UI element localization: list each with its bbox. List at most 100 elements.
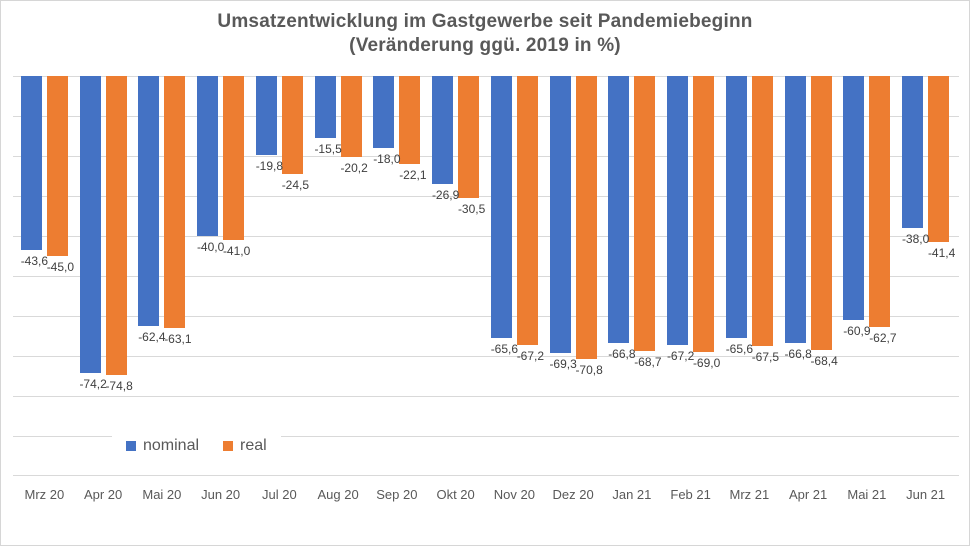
value-label-real-mrz-20: -45,0 xyxy=(46,260,75,274)
bar-real-sep-20 xyxy=(399,76,421,165)
bar-nominal-sep-20 xyxy=(373,76,395,148)
bar-real-jun-21 xyxy=(928,76,950,242)
bar-real-nov-20 xyxy=(516,76,538,345)
bar-nominal-mrz-20 xyxy=(20,76,42,251)
value-label-nominal-feb-21: -67,2 xyxy=(666,348,695,363)
value-label-real-apr-21: -68,4 xyxy=(810,353,838,368)
bar-nominal-jun-21 xyxy=(902,76,924,228)
value-label-real-aug-20: -20,2 xyxy=(340,160,368,175)
gridline xyxy=(13,475,959,476)
bar-nominal-mrz-21 xyxy=(725,76,747,339)
value-label-real-jun-20: -41,0 xyxy=(222,244,251,258)
legend-label-real: real xyxy=(240,437,267,454)
bar-nominal-jan-21 xyxy=(608,76,630,344)
bar-nominal-dez-20 xyxy=(549,76,571,354)
bar-nominal-apr-20 xyxy=(79,76,101,373)
bar-nominal-mai-20 xyxy=(138,76,160,326)
bar-real-mai-21 xyxy=(869,76,891,327)
bar-nominal-okt-20 xyxy=(432,76,454,184)
legend-item-real: real xyxy=(223,438,267,454)
bar-real-mrz-20 xyxy=(46,76,68,256)
value-label-nominal-dez-20: -69,3 xyxy=(549,357,577,372)
gridline xyxy=(13,316,959,317)
value-label-real-apr-20: -74,8 xyxy=(105,379,133,394)
bar-nominal-feb-21 xyxy=(667,76,689,345)
value-label-nominal-sep-20: -18,0 xyxy=(373,152,401,166)
chart-title: Umsatzentwicklung im Gastgewerbe seit Pa… xyxy=(1,10,969,58)
legend: nominal real xyxy=(112,434,281,458)
value-label-real-jul-20: -24,5 xyxy=(281,178,310,192)
gridline xyxy=(13,236,959,237)
bar-real-dez-20 xyxy=(575,76,597,360)
x-axis-label: Nov 20 xyxy=(493,487,535,502)
x-axis-label: Apr 20 xyxy=(83,487,123,502)
x-axis-label: Jan 21 xyxy=(612,487,652,502)
value-label-real-mai-20: -63,1 xyxy=(164,332,192,347)
x-axis-label: Okt 20 xyxy=(436,487,475,502)
gridline xyxy=(13,116,959,117)
gridline xyxy=(13,76,959,77)
value-label-real-mai-21: -62,7 xyxy=(869,330,897,345)
value-label-nominal-mrz-21: -65,6 xyxy=(725,342,754,357)
value-label-nominal-mai-20: -62,4 xyxy=(138,329,166,344)
x-axis-label: Sep 20 xyxy=(376,487,418,502)
value-label-real-sep-20: -22,1 xyxy=(399,168,427,183)
plot-area: -43,6 -74,2 -62,4 -40,0 -19,8 -15,5 -18,0 -26,9… xyxy=(13,76,959,476)
bar-nominal-nov-20 xyxy=(490,76,512,339)
gridline xyxy=(13,156,959,157)
value-label-real-nov-20: -67,2 xyxy=(516,348,545,363)
gridline xyxy=(13,196,959,197)
legend-swatch-real xyxy=(223,441,234,451)
x-axis-label: Jun 20 xyxy=(201,487,241,502)
value-label-nominal-mrz-20: -43,6 xyxy=(20,254,49,269)
value-label-nominal-aug-20: -15,5 xyxy=(314,142,342,156)
x-axis-label: Jul 20 xyxy=(262,487,297,502)
value-label-real-okt-20: -30,5 xyxy=(457,202,486,216)
gridline xyxy=(13,356,959,357)
bar-real-mai-20 xyxy=(164,76,186,329)
x-axis-label: Dez 20 xyxy=(552,487,594,502)
value-label-nominal-apr-21: -66,8 xyxy=(784,347,812,362)
bar-real-jan-21 xyxy=(634,76,656,351)
x-axis-label: Mai 20 xyxy=(142,487,182,502)
x-axis-label: Mrz 20 xyxy=(24,487,65,502)
value-label-nominal-jun-21: -38,0 xyxy=(901,232,930,246)
value-label-real-jan-21: -68,7 xyxy=(634,354,662,369)
bar-real-apr-21 xyxy=(810,76,832,350)
bar-real-jun-20 xyxy=(223,76,245,240)
value-label-real-dez-20: -70,8 xyxy=(575,363,603,378)
bar-real-okt-20 xyxy=(458,76,480,198)
bar-nominal-mai-21 xyxy=(843,76,865,320)
bar-nominal-jul-20 xyxy=(255,76,277,156)
value-label-nominal-jul-20: -19,8 xyxy=(255,159,284,174)
value-label-real-jun-21: -41,4 xyxy=(927,245,956,260)
x-axis-label: Mai 21 xyxy=(847,487,887,502)
bar-real-mrz-21 xyxy=(751,76,773,346)
value-label-nominal-mai-21: -60,9 xyxy=(843,323,871,338)
x-axis-label: Feb 21 xyxy=(670,487,711,502)
x-axis-label: Jun 21 xyxy=(906,487,946,502)
value-label-nominal-apr-20: -74,2 xyxy=(79,376,107,391)
x-axis: Mrz 20 Apr 20 Mai 20 Jun 20 Jul 20 Aug 20 Sep … xyxy=(1,487,969,507)
gridline xyxy=(13,436,959,437)
bar-real-feb-21 xyxy=(693,76,715,352)
value-label-nominal-jan-21: -66,8 xyxy=(608,347,636,362)
bar-real-jul-20 xyxy=(281,76,303,174)
x-axis-label: Mrz 21 xyxy=(729,487,770,502)
legend-swatch-nominal xyxy=(126,441,136,451)
gridline xyxy=(13,396,959,397)
legend-label-nominal: nominal xyxy=(143,437,200,454)
value-label-nominal-okt-20: -26,9 xyxy=(431,187,460,202)
bar-real-aug-20 xyxy=(340,76,362,157)
value-label-nominal-nov-20: -65,6 xyxy=(490,342,519,357)
value-label-nominal-jun-20: -40,0 xyxy=(196,240,225,254)
chart-title-line1: Umsatzentwicklung im Gastgewerbe seit Pa… xyxy=(217,11,753,32)
x-axis-label: Apr 21 xyxy=(788,487,828,502)
chart-title-line2: (Veränderung ggü. 2019 in %) xyxy=(349,35,621,56)
value-label-real-feb-21: -69,0 xyxy=(692,356,721,370)
x-axis-label: Aug 20 xyxy=(317,487,359,502)
legend-item-nominal: nominal xyxy=(126,438,199,454)
gridline xyxy=(13,276,959,277)
bar-nominal-aug-20 xyxy=(314,76,336,138)
